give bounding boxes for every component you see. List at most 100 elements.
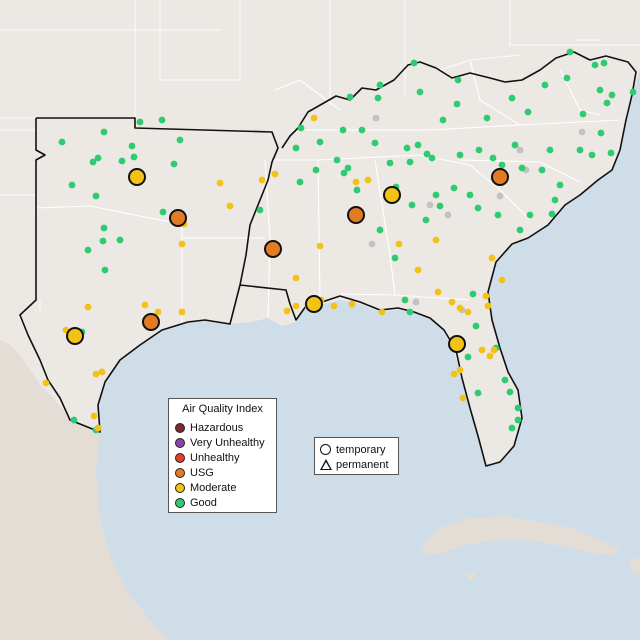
station-marker-good[interactable] [508, 424, 516, 432]
station-marker-moderate[interactable] [292, 302, 300, 310]
station-marker-moderate[interactable] [364, 176, 372, 184]
station-marker-good[interactable] [566, 48, 574, 56]
station-marker-good[interactable] [526, 211, 534, 219]
station-marker-moderate[interactable] [271, 170, 279, 178]
station-marker-moderate[interactable] [94, 424, 102, 432]
station-marker-good[interactable] [556, 181, 564, 189]
station-marker-good[interactable] [603, 99, 611, 107]
station-marker-good[interactable] [456, 151, 464, 159]
station-marker-good[interactable] [256, 206, 264, 214]
station-marker-good[interactable] [339, 126, 347, 134]
station-marker-large-usg[interactable] [169, 209, 187, 227]
station-marker-good[interactable] [524, 108, 532, 116]
station-marker-no-data[interactable] [496, 192, 504, 200]
station-marker-good[interactable] [292, 144, 300, 152]
station-marker-good[interactable] [371, 139, 379, 147]
station-marker-moderate[interactable] [178, 240, 186, 248]
station-marker-good[interactable] [548, 210, 556, 218]
station-marker-moderate[interactable] [216, 179, 224, 187]
station-marker-good[interactable] [472, 322, 480, 330]
station-marker-moderate[interactable] [84, 303, 92, 311]
station-marker-moderate[interactable] [292, 274, 300, 282]
station-marker-good[interactable] [416, 88, 424, 96]
station-marker-moderate[interactable] [258, 176, 266, 184]
station-marker-moderate[interactable] [464, 308, 472, 316]
station-marker-moderate[interactable] [434, 288, 442, 296]
station-marker-moderate[interactable] [478, 346, 486, 354]
station-marker-good[interactable] [346, 93, 354, 101]
station-marker-good[interactable] [159, 208, 167, 216]
station-marker-good[interactable] [538, 166, 546, 174]
station-marker-good[interactable] [511, 141, 519, 149]
station-marker-good[interactable] [629, 88, 637, 96]
station-marker-good[interactable] [333, 156, 341, 164]
station-marker-good[interactable] [428, 154, 436, 162]
station-marker-good[interactable] [406, 308, 414, 316]
station-marker-good[interactable] [518, 164, 526, 172]
station-marker-large-usg[interactable] [142, 313, 160, 331]
station-marker-moderate[interactable] [178, 308, 186, 316]
station-marker-good[interactable] [436, 202, 444, 210]
station-marker-good[interactable] [483, 114, 491, 122]
station-marker-large-moderate[interactable] [448, 335, 466, 353]
station-marker-large-moderate[interactable] [305, 295, 323, 313]
station-marker-large-usg[interactable] [264, 240, 282, 258]
station-marker-good[interactable] [489, 154, 497, 162]
station-marker-moderate[interactable] [448, 298, 456, 306]
station-marker-moderate[interactable] [484, 302, 492, 310]
station-marker-good[interactable] [422, 216, 430, 224]
station-marker-good[interactable] [596, 86, 604, 94]
station-marker-good[interactable] [466, 191, 474, 199]
station-marker-good[interactable] [92, 192, 100, 200]
station-marker-moderate[interactable] [154, 308, 162, 316]
station-marker-good[interactable] [506, 388, 514, 396]
station-marker-good[interactable] [176, 136, 184, 144]
station-marker-moderate[interactable] [90, 412, 98, 420]
station-marker-moderate[interactable] [490, 346, 498, 354]
station-marker-good[interactable] [401, 296, 409, 304]
station-marker-good[interactable] [423, 150, 431, 158]
station-marker-good[interactable] [579, 110, 587, 118]
station-marker-moderate[interactable] [330, 302, 338, 310]
station-marker-no-data[interactable] [444, 211, 452, 219]
station-marker-good[interactable] [474, 204, 482, 212]
station-marker-good[interactable] [591, 61, 599, 69]
station-marker-good[interactable] [474, 389, 482, 397]
station-marker-moderate[interactable] [310, 114, 318, 122]
station-marker-good[interactable] [376, 81, 384, 89]
station-marker-good[interactable] [541, 81, 549, 89]
station-marker-moderate[interactable] [378, 308, 386, 316]
station-marker-good[interactable] [353, 186, 361, 194]
station-marker-moderate[interactable] [283, 307, 291, 315]
station-marker-good[interactable] [514, 404, 522, 412]
station-marker-good[interactable] [94, 154, 102, 162]
station-marker-good[interactable] [158, 116, 166, 124]
station-marker-good[interactable] [546, 146, 554, 154]
station-marker-good[interactable] [386, 159, 394, 167]
station-marker-good[interactable] [403, 144, 411, 152]
station-marker-good[interactable] [70, 416, 78, 424]
station-marker-large-moderate[interactable] [383, 186, 401, 204]
station-marker-no-data[interactable] [412, 298, 420, 306]
station-marker-good[interactable] [516, 226, 524, 234]
station-marker-no-data[interactable] [426, 201, 434, 209]
station-marker-large-usg[interactable] [347, 206, 365, 224]
station-marker-good[interactable] [464, 353, 472, 361]
station-marker-good[interactable] [514, 416, 522, 424]
station-marker-moderate[interactable] [141, 301, 149, 309]
station-marker-good[interactable] [469, 290, 477, 298]
station-marker-good[interactable] [439, 116, 447, 124]
station-marker-good[interactable] [508, 94, 516, 102]
station-marker-good[interactable] [432, 191, 440, 199]
station-marker-good[interactable] [344, 164, 352, 172]
station-marker-no-data[interactable] [516, 146, 524, 154]
station-marker-good[interactable] [358, 126, 366, 134]
station-marker-large-moderate[interactable] [66, 327, 84, 345]
station-marker-moderate[interactable] [352, 178, 360, 186]
station-marker-moderate[interactable] [98, 368, 106, 376]
station-marker-good[interactable] [454, 76, 462, 84]
station-marker-good[interactable] [312, 166, 320, 174]
station-marker-good[interactable] [414, 141, 422, 149]
station-marker-good[interactable] [130, 153, 138, 161]
station-marker-no-data[interactable] [368, 240, 376, 248]
